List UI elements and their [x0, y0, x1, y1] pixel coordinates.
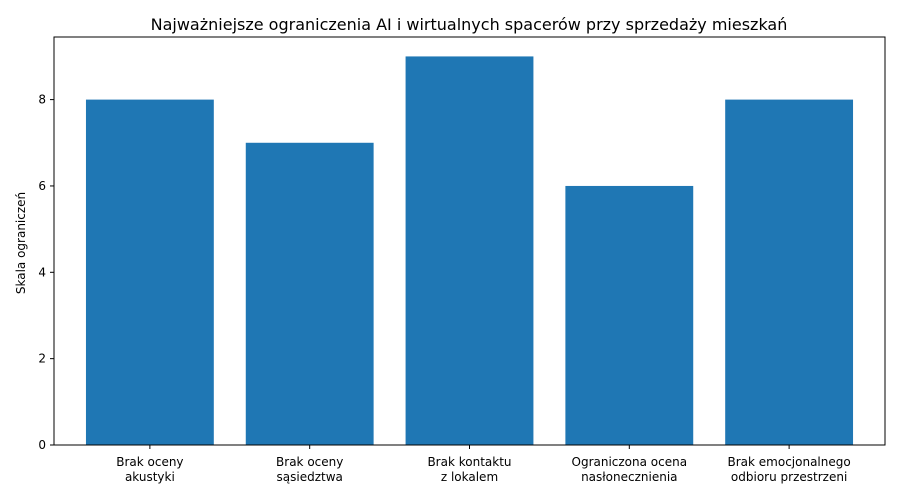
x-tick-label-line: Ograniczona ocena	[572, 455, 688, 469]
x-tick-label-line: sąsiedztwa	[277, 470, 343, 484]
plot-frame	[53, 36, 886, 446]
x-tick-label-line: Brak oceny	[116, 455, 183, 469]
bar-4	[725, 99, 854, 445]
chart-title: Najważniejsze ograniczenia AI i wirtualn…	[151, 15, 788, 34]
y-tick-label: 8	[38, 93, 46, 107]
x-tick-label-line: Brak kontaktu	[427, 455, 511, 469]
y-tick-label: 2	[38, 352, 46, 366]
bar-1	[245, 142, 374, 445]
bar-2	[405, 56, 534, 446]
x-tick-label-line: odbioru przestrzeni	[731, 470, 847, 484]
x-tick-label: Brak oceny sąsiedztwa	[276, 455, 343, 484]
x-tick-label-line: Brak oceny	[276, 455, 343, 469]
y-tick-label: 6	[38, 179, 46, 193]
x-tick-label-line: Brak emocjonalnego	[728, 455, 851, 469]
x-tick-label: Brak emocjonalnego odbioru przestrzeni	[728, 455, 851, 484]
bar-3	[565, 185, 694, 445]
x-tick-label: Brak kontaktu z lokalem	[427, 455, 511, 484]
x-tick-label-line: akustyki	[125, 470, 175, 484]
bar-0	[85, 99, 214, 445]
x-tick-label: Brak oceny akustyki	[116, 455, 183, 484]
bars-group	[85, 56, 854, 446]
x-tick-label: Ograniczona ocena nasłonecznienia	[572, 455, 688, 484]
y-tick-label: 0	[38, 438, 46, 452]
y-tick-label: 4	[38, 265, 46, 279]
y-axis-ticks: 0 2 4 6 8	[38, 93, 54, 452]
y-axis-label: Skala ograniczeń	[14, 192, 28, 294]
x-tick-label-line: nasłonecznienia	[581, 470, 677, 484]
x-tick-label-line: z lokalem	[441, 470, 498, 484]
